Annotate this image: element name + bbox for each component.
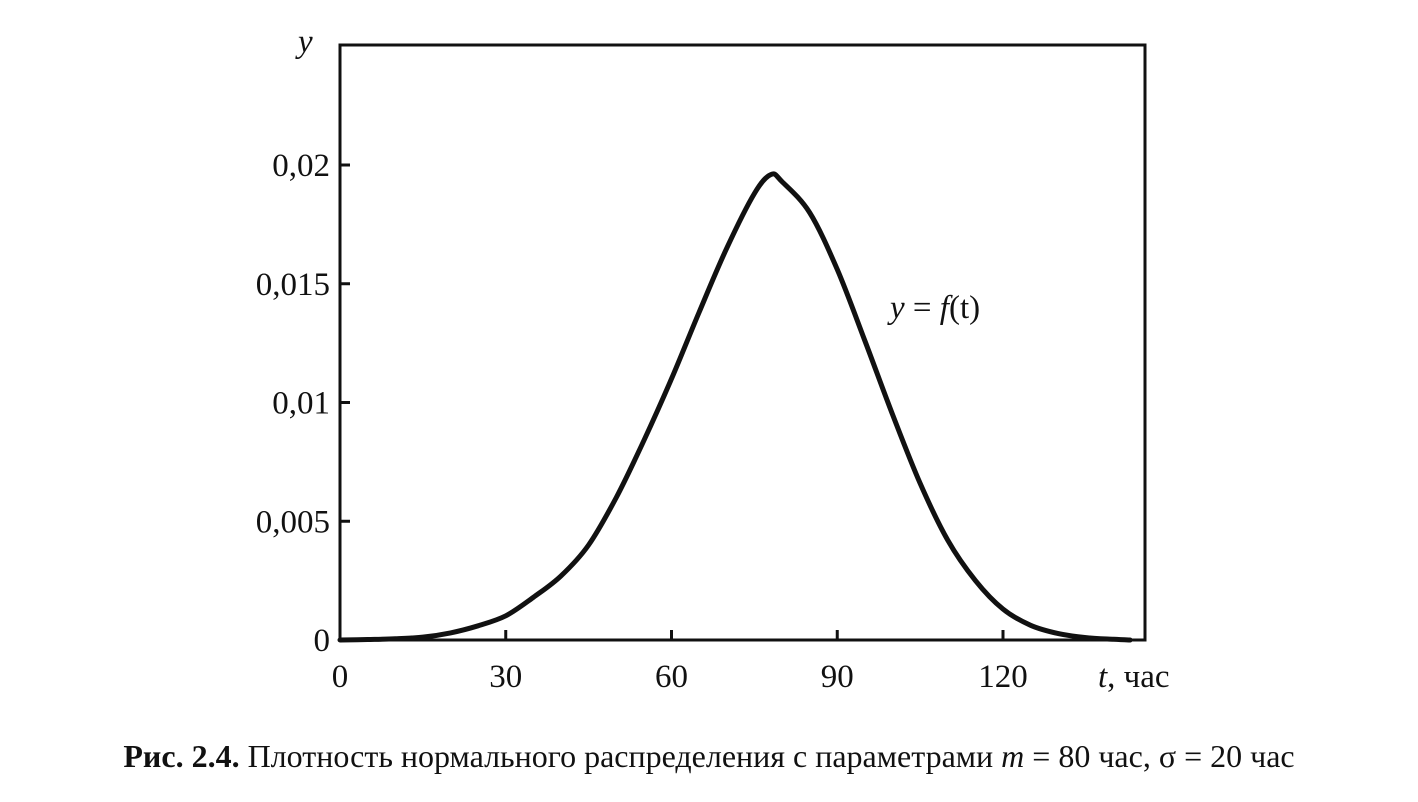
y-axis-label: y (295, 24, 313, 60)
density-curve (337, 171, 1133, 643)
x-tick-label: 60 (655, 659, 688, 695)
x-axis-label-unit: , час (1107, 659, 1169, 695)
annotation-eq: = (905, 290, 940, 326)
y-tick-label: 0,005 (256, 504, 330, 540)
caption-sigma-var: σ (1158, 738, 1177, 774)
plot-frame (338, 43, 1147, 642)
x-tick-label: 120 (978, 659, 1028, 695)
caption-label: Рис. 2.4. (123, 738, 240, 774)
annotation-lhs: y (887, 290, 905, 326)
caption-m-var: m (1001, 738, 1025, 774)
caption-m-value: = 80 час, (1024, 738, 1159, 774)
series-layer (337, 171, 1133, 643)
caption-text: Плотность нормального распределения с па… (239, 738, 1002, 774)
y-tick-label: 0,01 (272, 386, 330, 422)
x-axis-label: t, час (1098, 659, 1170, 695)
figure-caption: Рис. 2.4. Плотность нормального распреде… (0, 738, 1418, 775)
y-tick-label: 0,015 (256, 267, 330, 303)
caption-sigma-value: = 20 час (1176, 738, 1295, 774)
x-axis-label-var: t (1098, 659, 1108, 695)
plot-border (338, 43, 1147, 642)
x-tick-label: 0 (332, 659, 349, 695)
y-tick-label: 0,02 (272, 148, 330, 184)
annotation-arg: (t) (949, 290, 980, 326)
y-tick-label: 0 (314, 623, 331, 659)
x-tick-label: 90 (821, 659, 854, 695)
x-axis-ticks: 0 30 60 90 120 (332, 630, 1028, 695)
y-axis-ticks: 0 0,005 0,01 0,015 0,02 (256, 148, 350, 659)
x-tick-label: 30 (489, 659, 522, 695)
curve-annotation: y = f(t) (887, 290, 980, 326)
